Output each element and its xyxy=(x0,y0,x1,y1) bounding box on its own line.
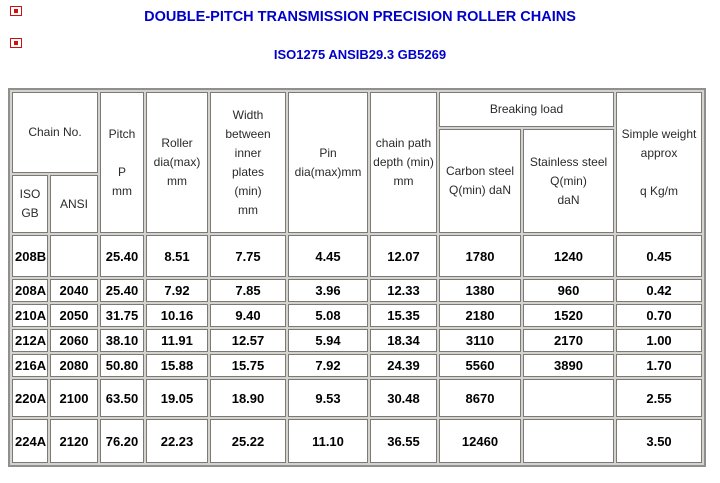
col-header-chain-path-depth: chain path depth (min) mm xyxy=(370,92,437,233)
table-row: 212A 2060 38.10 11.91 12.57 5.94 18.34 3… xyxy=(12,329,703,352)
table-cell: 0.42 xyxy=(616,279,703,302)
chain-spec-table: Chain No. Pitch P mm Roller dia(max) mm … xyxy=(8,88,707,467)
col-header-simple-weight: Simple weight approx q Kg/m xyxy=(616,92,703,233)
table-cell: 38.10 xyxy=(100,329,144,352)
col-header-ansi: ANSI xyxy=(50,175,98,233)
table-cell: 9.53 xyxy=(288,379,368,417)
header-row-2: Carbon steel Q(min) daN Stainless steel … xyxy=(12,129,702,233)
table-cell xyxy=(50,235,98,277)
col-header-stainless-steel: Stainless steel Q(min) daN xyxy=(523,129,615,233)
table-cell: 1780 xyxy=(439,235,521,277)
header-row-1: Chain No. Pitch P mm Roller dia(max) mm … xyxy=(12,92,703,233)
table-cell: 12.33 xyxy=(370,279,437,302)
col-header-breaking-load: Breaking load xyxy=(439,92,615,127)
table-cell: 0.70 xyxy=(616,304,703,327)
table-cell: 4.45 xyxy=(288,235,368,277)
table-cell xyxy=(523,379,615,417)
col-header-pitch: Pitch P mm xyxy=(100,92,144,233)
table-cell: 3.96 xyxy=(288,279,368,302)
table-cell: 220A xyxy=(12,379,48,417)
table-cell: 12460 xyxy=(439,419,521,463)
table-cell: 5.94 xyxy=(288,329,368,352)
table-cell: 30.48 xyxy=(370,379,437,417)
table-cell: 15.35 xyxy=(370,304,437,327)
table-cell: 18.90 xyxy=(210,379,286,417)
col-header-roller-dia: Roller dia(max) mm xyxy=(146,92,208,233)
table-cell: 31.75 xyxy=(100,304,144,327)
table-cell: 25.22 xyxy=(210,419,286,463)
table-cell: 9.40 xyxy=(210,304,286,327)
table-cell: 7.75 xyxy=(210,235,286,277)
table-cell: 3110 xyxy=(439,329,521,352)
table-cell: 2170 xyxy=(523,329,615,352)
col-header-carbon-steel: Carbon steel Q(min) daN xyxy=(439,129,521,233)
page-title: DOUBLE-PITCH TRANSMISSION PRECISION ROLL… xyxy=(144,9,576,25)
table-cell: 5.08 xyxy=(288,304,368,327)
table-cell: 2120 xyxy=(50,419,98,463)
table-row: 220A 2100 63.50 19.05 18.90 9.53 30.48 8… xyxy=(12,379,703,417)
table-cell: 1380 xyxy=(439,279,521,302)
table-cell: 7.85 xyxy=(210,279,286,302)
table-cell: 15.75 xyxy=(210,354,286,377)
table-cell: 2080 xyxy=(50,354,98,377)
table-cell: 2100 xyxy=(50,379,98,417)
table-cell: 7.92 xyxy=(146,279,208,302)
table-cell: 18.34 xyxy=(370,329,437,352)
table-cell: 22.23 xyxy=(146,419,208,463)
table-cell: 208B xyxy=(12,235,48,277)
table-row: 224A 2120 76.20 22.23 25.22 11.10 36.55 … xyxy=(12,419,703,463)
table-cell: 76.20 xyxy=(100,419,144,463)
col-header-chain-no: Chain No. xyxy=(12,92,98,173)
table-cell xyxy=(523,419,615,463)
table-row: 208B 25.40 8.51 7.75 4.45 12.07 1780 124… xyxy=(12,235,703,277)
table-cell: 12.57 xyxy=(210,329,286,352)
table-cell: 2.55 xyxy=(616,379,703,417)
col-header-iso-gb: ISO GB xyxy=(12,175,48,233)
table-cell: 25.40 xyxy=(100,279,144,302)
table-cell: 15.88 xyxy=(146,354,208,377)
table-cell: 8.51 xyxy=(146,235,208,277)
table-cell: 2050 xyxy=(50,304,98,327)
table-cell: 19.05 xyxy=(146,379,208,417)
table-cell: 1240 xyxy=(523,235,615,277)
table-cell: 10.16 xyxy=(146,304,208,327)
table-cell: 11.91 xyxy=(146,329,208,352)
table-cell: 960 xyxy=(523,279,615,302)
table-cell: 2040 xyxy=(50,279,98,302)
table-cell: 1.70 xyxy=(616,354,703,377)
missing-image-icon xyxy=(10,6,22,16)
table-row: 210A 2050 31.75 10.16 9.40 5.08 15.35 21… xyxy=(12,304,703,327)
table-cell: 11.10 xyxy=(288,419,368,463)
table-row: 208A 2040 25.40 7.92 7.85 3.96 12.33 138… xyxy=(12,279,703,302)
table-cell: 216A xyxy=(12,354,48,377)
table-cell: 1.00 xyxy=(616,329,703,352)
col-header-width-inner-plates: Width between inner plates (min) mm xyxy=(210,92,286,233)
table-cell: 2180 xyxy=(439,304,521,327)
table-cell: 0.45 xyxy=(616,235,703,277)
table-cell: 8670 xyxy=(439,379,521,417)
col-header-pin-dia: Pin dia(max)mm xyxy=(288,92,368,233)
table-cell: 224A xyxy=(12,419,48,463)
table-cell: 24.39 xyxy=(370,354,437,377)
table-cell: 5560 xyxy=(439,354,521,377)
table-cell: 7.92 xyxy=(288,354,368,377)
table-cell: 3890 xyxy=(523,354,615,377)
table-cell: 50.80 xyxy=(100,354,144,377)
header-row-3: ISO GB ANSI xyxy=(12,175,702,233)
table-cell: 212A xyxy=(12,329,48,352)
table-row: 216A 2080 50.80 15.88 15.75 7.92 24.39 5… xyxy=(12,354,703,377)
table-cell: 2060 xyxy=(50,329,98,352)
table-cell: 1520 xyxy=(523,304,615,327)
table-cell: 208A xyxy=(12,279,48,302)
page-subtitle: ISO1275 ANSIB29.3 GB5269 xyxy=(273,47,447,62)
table-cell: 36.55 xyxy=(370,419,437,463)
missing-image-icon xyxy=(10,38,22,48)
table-cell: 25.40 xyxy=(100,235,144,277)
table-cell: 12.07 xyxy=(370,235,437,277)
table-cell: 3.50 xyxy=(616,419,703,463)
table-cell: 63.50 xyxy=(100,379,144,417)
table-cell: 210A xyxy=(12,304,48,327)
